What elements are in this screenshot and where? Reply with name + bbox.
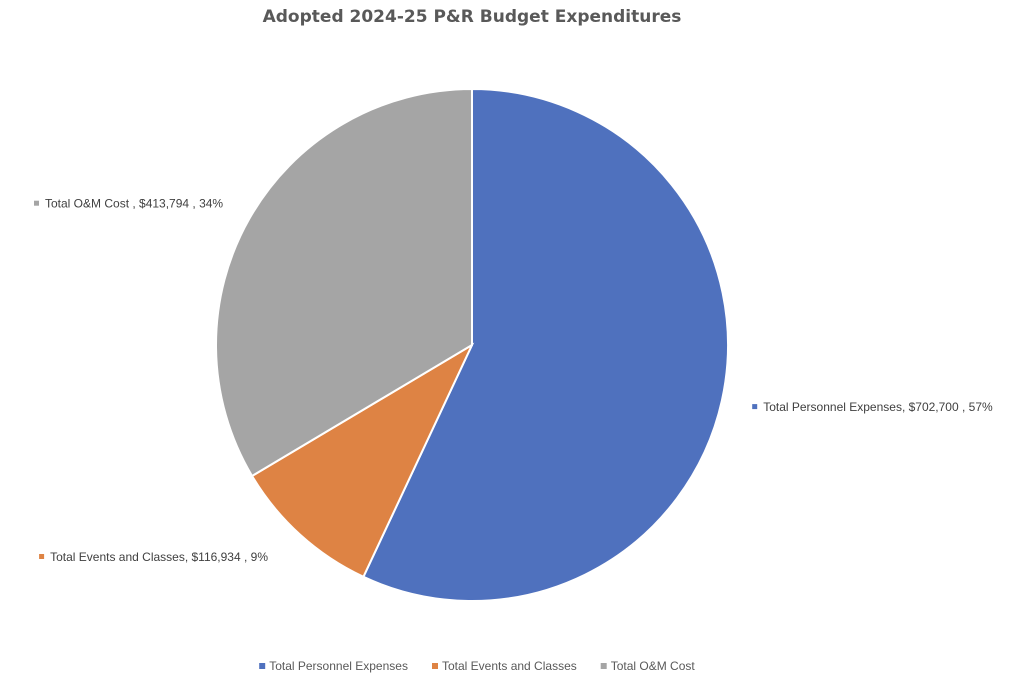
legend-swatch-1 [432, 663, 438, 669]
legend-label-0: Total Personnel Expenses [269, 659, 408, 673]
data-label-text-2: Total O&M Cost , $413,794 , 34% [45, 197, 223, 211]
pie-slice-1 [250, 342, 475, 579]
data-label-2: Total O&M Cost , $413,794 , 34% [34, 197, 223, 211]
legend: Total Personnel Expenses Total Events and… [259, 659, 695, 673]
legend-item-2: Total O&M Cost [600, 659, 696, 673]
legend-swatch-2 [600, 663, 607, 669]
data-labels: Total Personnel Expenses, $702,700 , 57%… [34, 197, 993, 564]
data-label-0: Total Personnel Expenses, $702,700 , 57% [752, 400, 993, 414]
data-label-marker-2 [34, 200, 39, 206]
legend-item-0: Total Personnel Expenses [259, 659, 408, 673]
pie-slice-2 [215, 87, 473, 478]
pie-slice-0 [362, 87, 729, 602]
legend-swatch-0 [259, 663, 266, 669]
data-label-marker-0 [752, 404, 758, 410]
data-label-marker-1 [39, 554, 45, 559]
legend-item-1: Total Events and Classes [432, 659, 577, 673]
data-label-text-0: Total Personnel Expenses, $702,700 , 57% [763, 400, 993, 414]
data-label-1: Total Events and Classes, $116,934 , 9% [39, 550, 268, 564]
legend-label-1: Total Events and Classes [442, 659, 577, 673]
legend-label-2: Total O&M Cost [611, 659, 696, 673]
chart-title: Adopted 2024-25 P&R Budget Expenditures [263, 7, 682, 27]
data-label-text-1: Total Events and Classes, $116,934 , 9% [50, 550, 268, 564]
pie-slices [215, 87, 729, 602]
